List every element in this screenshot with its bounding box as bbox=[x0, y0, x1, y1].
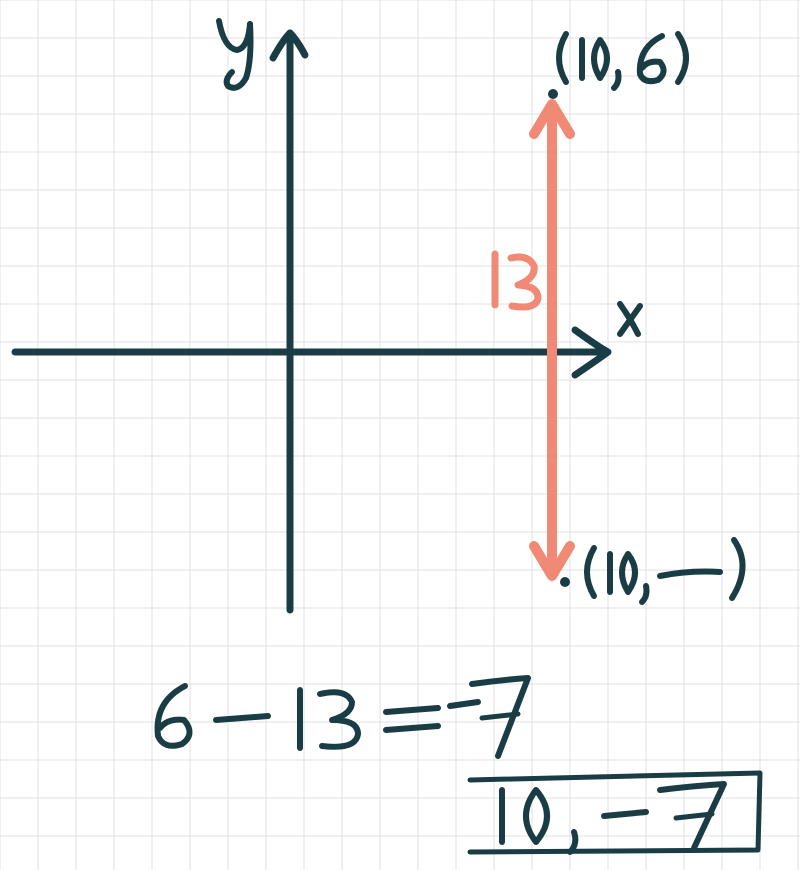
point-p1-dot bbox=[548, 89, 558, 99]
diagram bbox=[0, 0, 800, 870]
background bbox=[0, 0, 800, 870]
point-p2-dot bbox=[560, 577, 570, 587]
